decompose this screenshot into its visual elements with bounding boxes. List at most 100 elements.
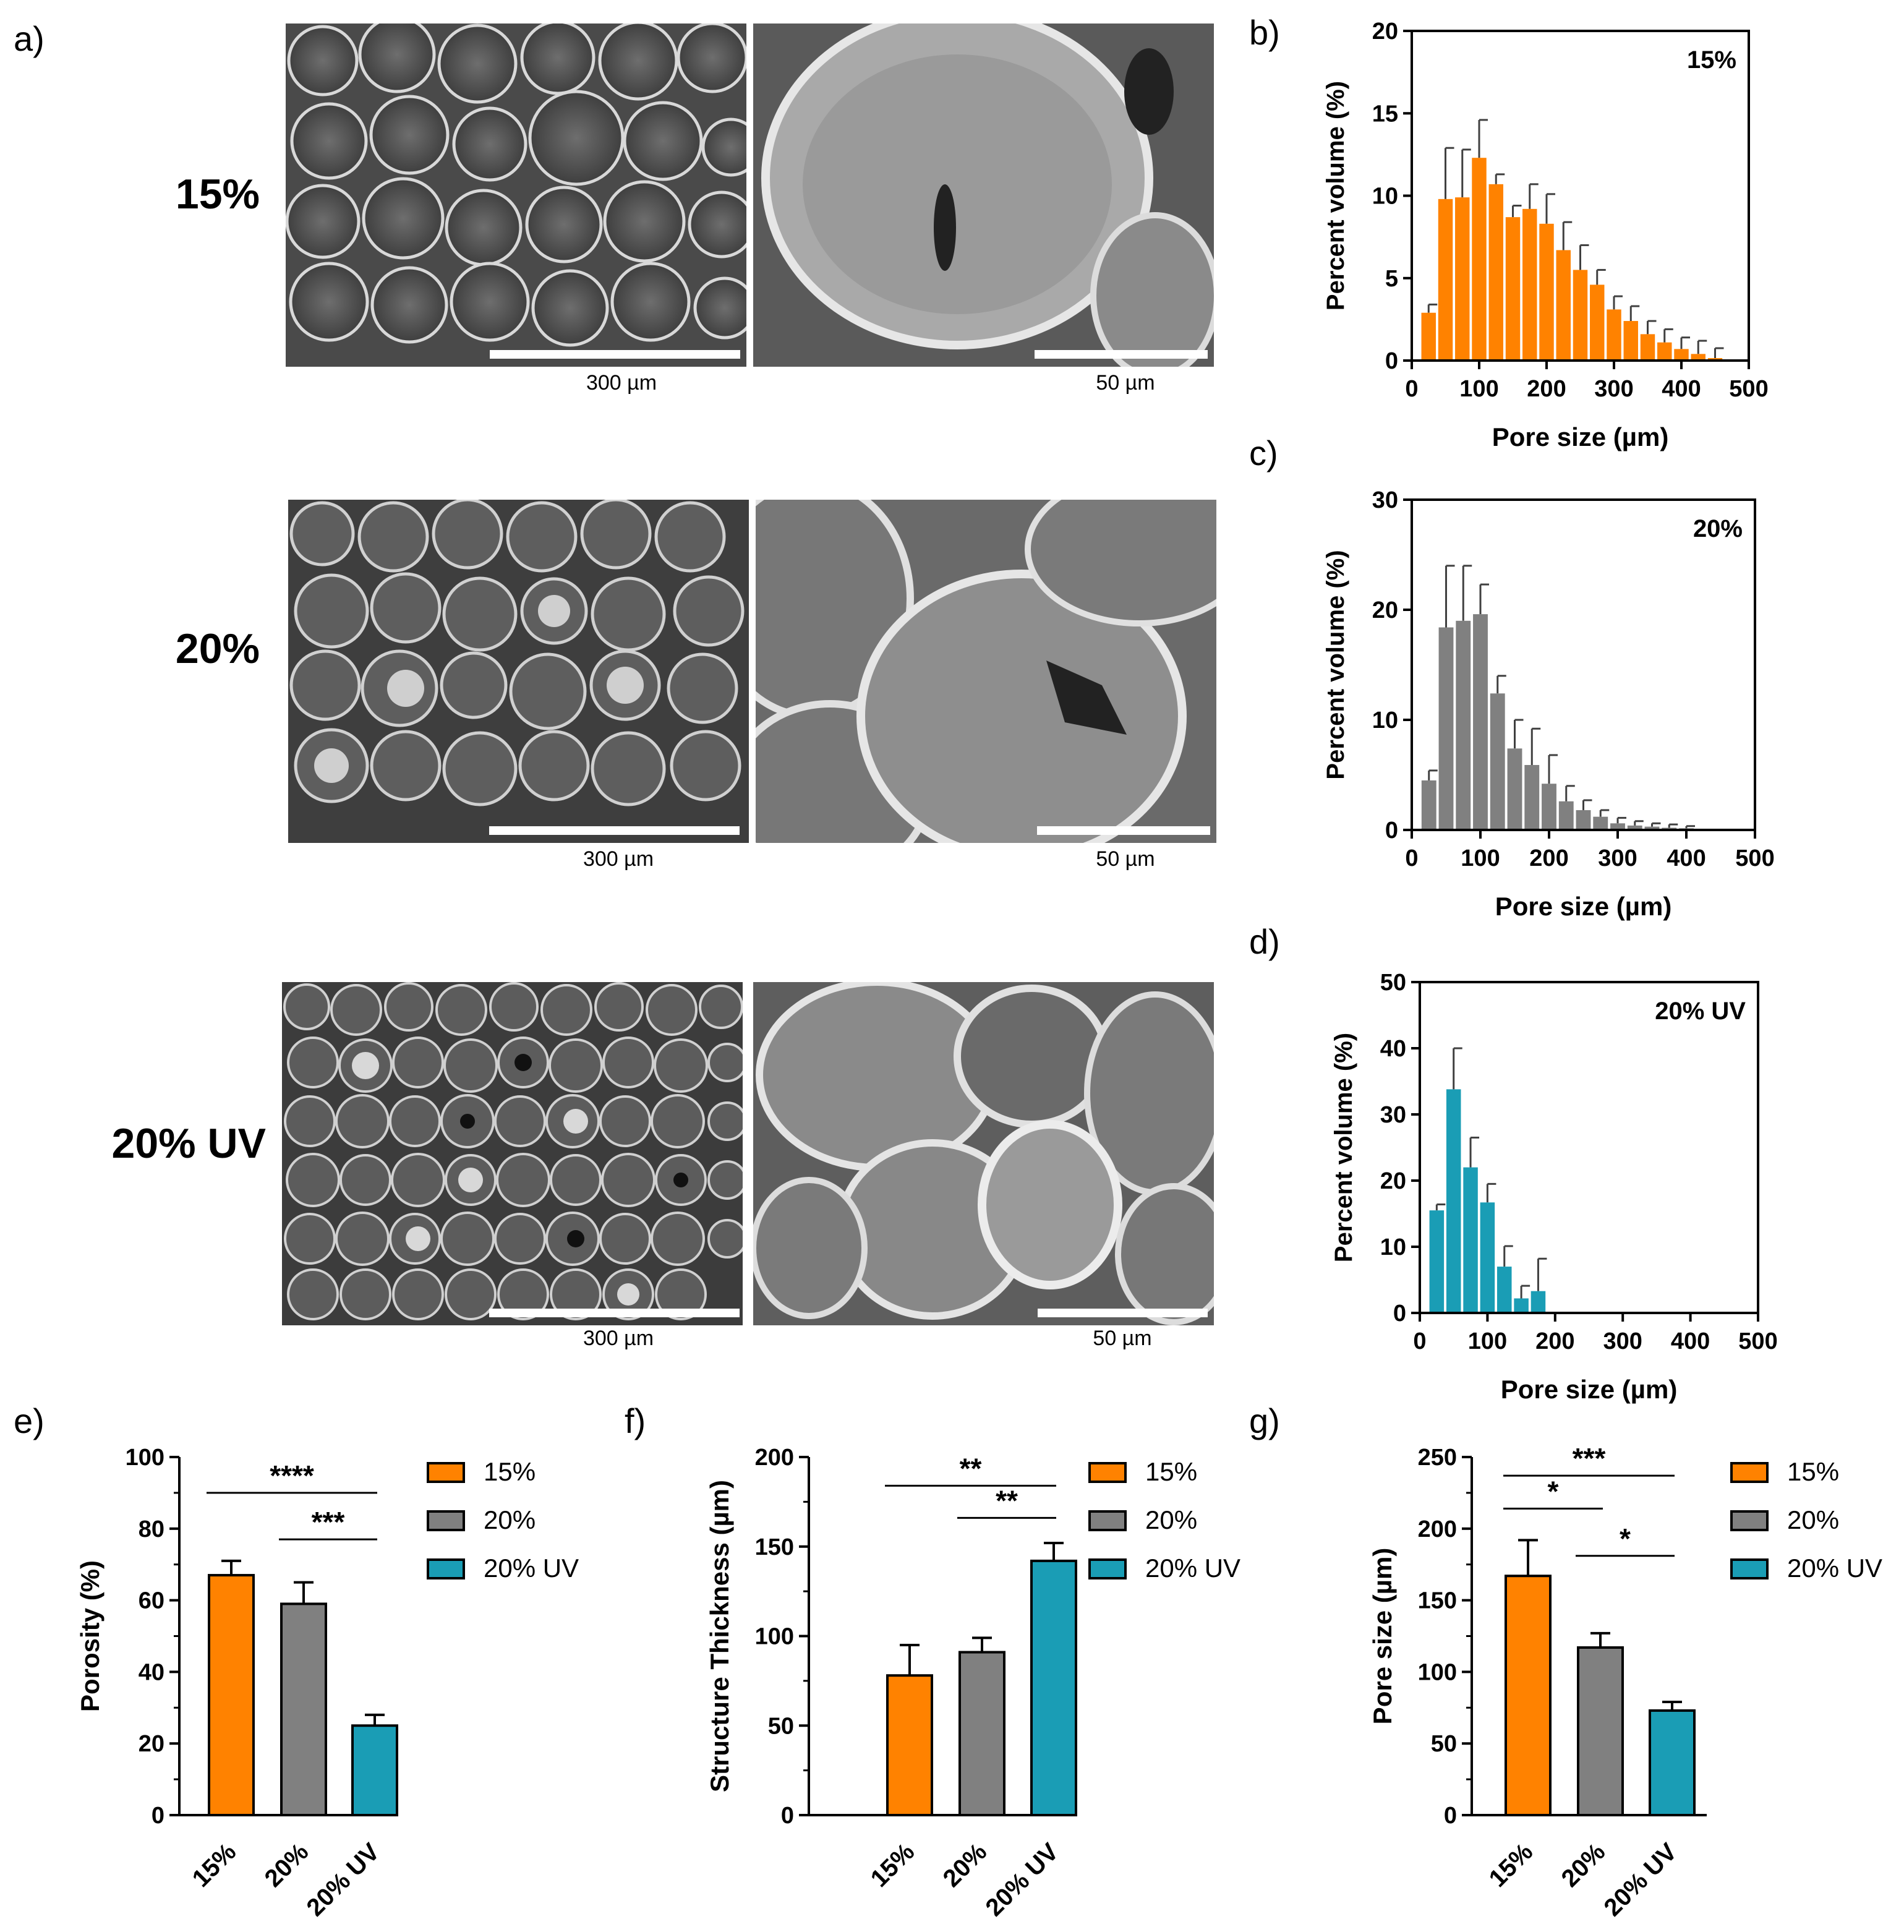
bar-f-ytick-label-1: 50 (768, 1713, 794, 1739)
bar-e-ytick-label-3: 60 (139, 1588, 164, 1614)
bar-e-legend-label-2: 20% UV (484, 1554, 579, 1583)
bar-f-bar-2 (1030, 1559, 1077, 1816)
bar-g-legend-swatch-0 (1730, 1462, 1769, 1483)
hist-d-xtick-label-4: 400 (1671, 1328, 1710, 1354)
panel-label-e: e) (14, 1401, 45, 1440)
hist-d-xtick-label-3: 300 (1603, 1328, 1642, 1354)
bar-f-category-0: 15% (866, 1838, 920, 1892)
hist-c-xtick-label-3: 300 (1598, 845, 1637, 871)
hist-b-bar-12 (1623, 321, 1638, 361)
hist-b-bar-17 (1707, 358, 1723, 361)
hist-b-tag: 15% (1687, 46, 1736, 74)
hist-d-ytick-label-0: 0 (1393, 1301, 1406, 1327)
bar-g-sig-label-0: *** (1573, 1442, 1606, 1474)
hist-d-ytick-label-4: 40 (1380, 1036, 1406, 1062)
hist-b-ytick-label-3: 15 (1372, 101, 1398, 127)
bar-f-sig-label-1: ** (996, 1484, 1018, 1516)
bar-g-sig-label-2: * (1620, 1523, 1631, 1555)
hist-b-bar-5 (1505, 217, 1521, 361)
bar-e-ytick-label-1: 20 (139, 1731, 164, 1757)
bar-f-legend-swatch-2 (1088, 1558, 1127, 1579)
hist-c-xtick-label-5: 500 (1735, 845, 1774, 871)
hist-b-ytick-label-2: 10 (1372, 184, 1398, 210)
hist-d-ytick-label-2: 20 (1380, 1168, 1406, 1194)
scale-caption-20-left: 300 µm (583, 847, 654, 871)
hist-b-bar-0 (1421, 312, 1436, 361)
sem-row-label-20uv: 20% UV (111, 1120, 266, 1167)
hist-c-bar-6 (1524, 764, 1540, 830)
hist-c-bar-9 (1576, 810, 1591, 830)
bar-e-bar-0 (208, 1574, 255, 1817)
hist-c-xtick-label-1: 100 (1461, 845, 1500, 871)
hist-d-bar-5 (1514, 1298, 1529, 1313)
hist-c-bar-14 (1662, 827, 1677, 830)
hist-b-xtick-label-2: 200 (1527, 376, 1566, 402)
hist-b-xlabel: Pore size (µm) (1492, 422, 1669, 451)
hist-c-bar-4 (1490, 693, 1505, 830)
bar-f-legend-label-0: 15% (1145, 1457, 1197, 1486)
hist-c-frame (1411, 498, 1756, 831)
bar-f-sig-label-0: ** (960, 1452, 982, 1484)
bar-g-ytick-label-1: 50 (1431, 1731, 1457, 1757)
hist-b-bar-8 (1556, 250, 1571, 361)
bar-f-ylabel: Structure Thickness (µm) (705, 1480, 734, 1792)
hist-b-ylabel: Percent volume (%) (1322, 81, 1349, 310)
sem-row-label-15: 15% (175, 171, 260, 218)
bar-f-legend-label-2: 20% UV (1145, 1554, 1240, 1583)
hist-b-bar-7 (1539, 223, 1554, 361)
hist-b-bar-3 (1472, 158, 1487, 361)
bar-g-legend-swatch-2 (1730, 1558, 1769, 1579)
bar-g-bar-1 (1577, 1646, 1624, 1817)
hist-d-bar-2 (1463, 1167, 1478, 1313)
hist-b-bar-4 (1488, 184, 1503, 361)
hist-c-bar-7 (1542, 784, 1556, 830)
hist-b-xtick-label-5: 500 (1729, 376, 1768, 402)
bar-g-category-1: 20% (1556, 1838, 1611, 1892)
hist-d-bar-0 (1429, 1210, 1445, 1313)
hist-c-bar-15 (1679, 828, 1694, 830)
bar-f-ytick-label-4: 200 (755, 1445, 794, 1471)
bar-f-ytick-label-0: 0 (781, 1803, 794, 1829)
hist-b-bar-14 (1657, 342, 1672, 361)
bar-e-legend-swatch-2 (427, 1558, 465, 1579)
bar-e-category-1: 20% (260, 1838, 314, 1892)
hist-d-xtick-label-2: 200 (1535, 1328, 1574, 1354)
scale-caption-20-right: 50 µm (1096, 847, 1155, 871)
hist-b-ytick-label-0: 0 (1385, 348, 1398, 374)
hist-c-bar-5 (1507, 748, 1522, 830)
hist-b-bar-10 (1590, 284, 1605, 361)
hist-c-ytick-label-2: 20 (1372, 597, 1398, 623)
hist-c-bar-2 (1456, 620, 1471, 830)
hist-d-bar-4 (1496, 1267, 1512, 1313)
hist-c-ytick-label-3: 30 (1372, 487, 1398, 513)
hist-c-bar-13 (1644, 826, 1660, 830)
hist-c-bar-8 (1558, 801, 1574, 830)
bar-g-ytick-label-0: 0 (1444, 1803, 1457, 1829)
bar-e-sig-label-1: *** (312, 1506, 345, 1538)
hist-c-ytick-label-1: 10 (1372, 707, 1398, 733)
hist-c-bar-11 (1610, 823, 1625, 830)
hist-c-bar-12 (1627, 825, 1642, 830)
scale-caption-15-left: 300 µm (586, 371, 657, 395)
bar-g-bar-2 (1649, 1709, 1696, 1816)
bar-g-legend-swatch-1 (1730, 1510, 1769, 1531)
hist-c-xtick-label-4: 400 (1667, 845, 1705, 871)
bar-e-bar-2 (351, 1724, 398, 1816)
bar-e-sig-label-0: **** (270, 1460, 314, 1492)
sem-image-20uv-low (282, 982, 743, 1325)
sem-row-label-20: 20% (175, 625, 260, 672)
bar-g-sig-label-1: * (1548, 1475, 1559, 1507)
hist-b-xtick-label-1: 100 (1459, 376, 1498, 402)
bar-e-bar-1 (280, 1602, 327, 1816)
hist-d-ytick-label-1: 10 (1380, 1234, 1406, 1260)
hist-c-xtick-label-0: 0 (1405, 845, 1418, 871)
scale-caption-15-right: 50 µm (1096, 371, 1155, 395)
hist-d-xlabel: Pore size (µm) (1501, 1375, 1678, 1404)
hist-c-bar-10 (1593, 816, 1608, 830)
panel-label-f: f) (625, 1401, 646, 1440)
bar-f-legend-swatch-0 (1088, 1462, 1127, 1483)
hist-c-bar-3 (1473, 614, 1488, 830)
bar-e-legend-swatch-0 (427, 1462, 465, 1483)
bar-e-ytick-label-5: 100 (126, 1445, 164, 1471)
hist-b-ytick-label-4: 20 (1372, 19, 1398, 45)
